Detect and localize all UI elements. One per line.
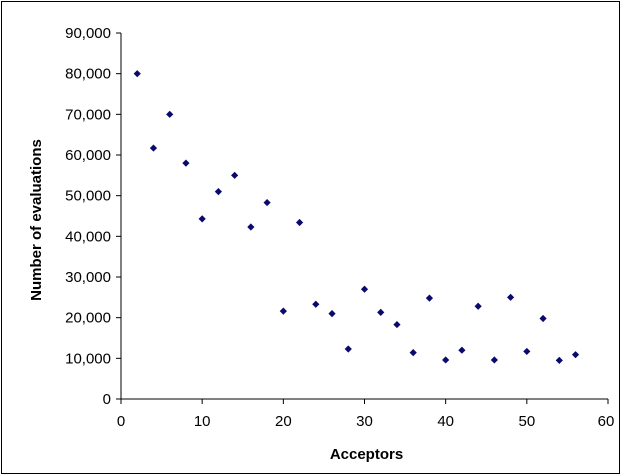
data-point: [295, 218, 304, 227]
data-point: [166, 110, 174, 118]
y-axis-title: Number of evaluations: [28, 139, 45, 301]
x-tick-label: 40: [437, 413, 454, 430]
data-point: [263, 198, 271, 207]
data-point: [458, 346, 466, 354]
x-tick-label: 10: [194, 413, 211, 430]
data-point: [344, 345, 352, 353]
y-tick-label: 60,000: [65, 147, 111, 164]
data-point: [442, 356, 450, 364]
data-point: [555, 356, 563, 364]
data-point: [247, 223, 255, 231]
y-tick-label: 80,000: [65, 66, 111, 83]
data-point: [523, 347, 531, 356]
data-point: [490, 356, 498, 364]
y-tick-label: 50,000: [65, 188, 111, 205]
y-tick-label: 70,000: [65, 106, 111, 123]
data-point: [377, 308, 385, 316]
data-point: [571, 351, 580, 359]
x-tick-label: 0: [117, 413, 125, 430]
data-point: [507, 293, 515, 301]
data-points: [133, 70, 580, 364]
y-tick-label: 40,000: [65, 228, 111, 245]
x-tick-label: 20: [275, 413, 292, 430]
data-point: [393, 320, 401, 329]
data-point: [425, 294, 434, 302]
data-point: [360, 285, 369, 293]
data-point: [182, 159, 190, 167]
y-axis-ticks: 0 10,000 20,000 30,000 40,000 50,000 60,000 70,…: [65, 25, 121, 408]
x-tick-label: 50: [518, 413, 535, 430]
data-point: [328, 310, 336, 318]
data-point: [133, 70, 141, 78]
y-tick-label: 10,000: [65, 350, 111, 367]
data-point: [198, 215, 206, 223]
data-point: [409, 349, 417, 357]
data-point: [279, 307, 287, 315]
x-axis-ticks: 0 10 20 30 40 50 60: [117, 399, 615, 430]
y-tick-label: 0: [103, 391, 111, 408]
x-tick-label: 60: [598, 413, 615, 430]
y-tick-label: 20,000: [65, 310, 111, 327]
y-tick-label: 90,000: [65, 25, 111, 42]
data-point: [312, 300, 320, 308]
y-tick-label: 30,000: [65, 269, 111, 286]
x-tick-label: 30: [356, 413, 373, 430]
x-axis-title: Acceptors: [330, 446, 403, 463]
data-point: [231, 171, 239, 179]
data-point: [539, 314, 547, 323]
data-point: [474, 302, 482, 310]
data-point: [214, 188, 222, 196]
data-point: [149, 144, 158, 152]
